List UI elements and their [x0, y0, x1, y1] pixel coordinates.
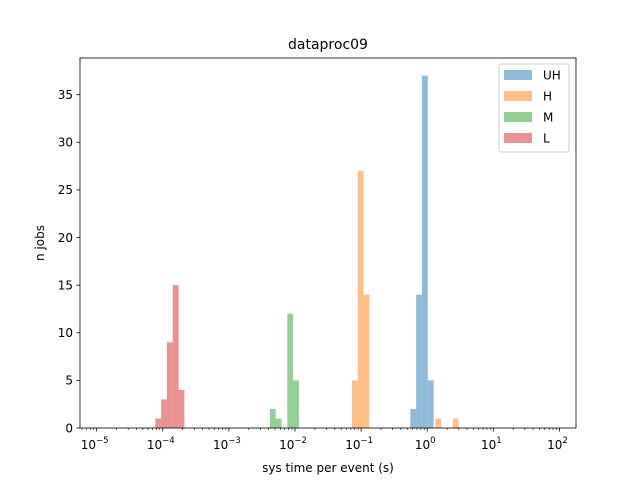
legend-swatch-h: [504, 91, 532, 101]
x-tick-label-5: 100: [415, 436, 436, 452]
bar-m-1: [275, 418, 282, 428]
x-tick-label-7: 102: [547, 436, 568, 452]
bars-layer: [155, 75, 459, 428]
bar-l-4: [178, 389, 185, 428]
y-tick-label-1: 5: [65, 374, 73, 388]
legend-swatch-m: [504, 112, 532, 122]
bar-uh-0: [410, 408, 417, 428]
bar-m-3: [293, 380, 299, 428]
legend-label-m: M: [543, 110, 553, 124]
bar-h-3: [435, 418, 442, 428]
y-axis-label: n jobs: [33, 225, 47, 261]
x-tick-label-3: 10−2: [279, 436, 307, 452]
y-axis-ticks: 0 5 10 15 20 25 30 35: [58, 88, 80, 435]
bar-l-3: [172, 285, 179, 428]
x-axis-ticks: 10−5 10−4 10−3 10−2 10−1 100 101 102: [81, 428, 568, 452]
y-tick-label-7: 35: [58, 88, 73, 102]
legend-swatch-uh: [504, 70, 532, 80]
legend-label-l: L: [543, 131, 550, 145]
x-tick-label-6: 101: [481, 436, 502, 452]
chart-title: dataproc09: [288, 37, 368, 53]
x-tick-label-0: 10−5: [81, 436, 109, 452]
bar-h-0: [351, 380, 358, 428]
y-tick-label-5: 25: [58, 183, 73, 197]
bar-uh-2: [421, 75, 428, 428]
bar-h-1: [357, 170, 364, 428]
bar-h-4: [452, 418, 459, 428]
y-tick-label-0: 0: [65, 421, 73, 435]
y-tick-label-3: 15: [58, 278, 73, 292]
y-tick-label-4: 20: [58, 231, 73, 245]
bar-l-0: [155, 418, 162, 428]
x-tick-label-1: 10−4: [147, 436, 175, 452]
plot-frame: [79, 57, 577, 429]
bar-h-2: [363, 294, 370, 428]
legend-swatch-l: [504, 133, 532, 143]
bar-m-0: [269, 408, 276, 428]
y-tick-label-6: 30: [58, 136, 73, 150]
bar-l-1: [161, 399, 167, 428]
bar-uh-3: [427, 380, 434, 428]
legend-box: [498, 63, 570, 153]
y-tick-label-2: 10: [58, 326, 73, 340]
legend: UH HML: [498, 63, 570, 153]
legend-label-uh: UH: [543, 68, 561, 82]
bar-m-2: [287, 313, 294, 428]
legend-label-h: H: [543, 89, 552, 103]
x-tick-label-2: 10−3: [213, 436, 241, 452]
x-tick-label-4: 10−1: [345, 436, 373, 452]
bar-l-2: [166, 342, 173, 428]
bar-uh-1: [416, 294, 422, 428]
x-axis-label: sys time per event (s): [262, 461, 394, 475]
